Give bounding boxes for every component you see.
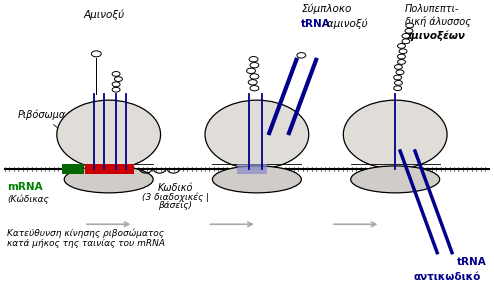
Circle shape bbox=[394, 75, 402, 80]
Circle shape bbox=[247, 68, 255, 74]
Circle shape bbox=[395, 65, 403, 69]
Text: tRNA: tRNA bbox=[457, 257, 487, 267]
Circle shape bbox=[406, 23, 413, 28]
Text: Ριβόσωμα: Ριβόσωμα bbox=[17, 110, 66, 131]
Circle shape bbox=[396, 70, 404, 75]
Text: Σύμπλοκο: Σύμπλοκο bbox=[301, 4, 352, 14]
Text: mRNA: mRNA bbox=[7, 182, 43, 192]
Ellipse shape bbox=[64, 166, 153, 193]
Circle shape bbox=[399, 49, 407, 54]
Ellipse shape bbox=[351, 166, 440, 193]
Circle shape bbox=[394, 86, 402, 91]
Ellipse shape bbox=[212, 166, 301, 193]
Text: αντικωδικό: αντικωδικό bbox=[413, 271, 481, 282]
Circle shape bbox=[402, 33, 410, 38]
Text: κατά μήκος της ταινίας του mRNA: κατά μήκος της ταινίας του mRNA bbox=[7, 239, 165, 248]
Circle shape bbox=[250, 74, 259, 79]
Text: tRNA: tRNA bbox=[301, 19, 331, 29]
Text: Αμινοξύ: Αμινοξύ bbox=[83, 10, 124, 20]
Circle shape bbox=[250, 86, 259, 91]
Text: Κατεύθυνση κίνησης ριβοσώματος: Κατεύθυνση κίνησης ριβοσώματος bbox=[7, 229, 165, 238]
Ellipse shape bbox=[343, 100, 447, 169]
Text: Πολυπεπτι-: Πολυπεπτι- bbox=[405, 4, 459, 14]
Text: (Κώδικας: (Κώδικας bbox=[7, 194, 49, 204]
Bar bbox=[62, 164, 84, 174]
Text: αμινοξέων: αμινοξέων bbox=[405, 30, 466, 41]
Text: Κωδικό: Κωδικό bbox=[158, 183, 193, 193]
Circle shape bbox=[112, 82, 120, 87]
Circle shape bbox=[250, 62, 259, 68]
Circle shape bbox=[248, 80, 257, 85]
Ellipse shape bbox=[205, 100, 309, 169]
Bar bbox=[85, 164, 134, 174]
Circle shape bbox=[395, 80, 403, 85]
Ellipse shape bbox=[57, 100, 161, 169]
Text: (3 διαδοχικές |: (3 διαδοχικές | bbox=[142, 193, 209, 202]
Circle shape bbox=[112, 87, 120, 92]
Text: βάσεις): βάσεις) bbox=[159, 202, 192, 210]
Circle shape bbox=[398, 44, 406, 48]
Circle shape bbox=[115, 77, 123, 82]
Bar bbox=[237, 164, 267, 174]
Circle shape bbox=[398, 60, 406, 64]
Circle shape bbox=[91, 51, 101, 57]
Circle shape bbox=[112, 71, 120, 76]
Circle shape bbox=[402, 39, 410, 44]
Text: rRNA: rRNA bbox=[79, 182, 109, 192]
Circle shape bbox=[297, 53, 306, 58]
Circle shape bbox=[249, 57, 258, 62]
Circle shape bbox=[405, 28, 413, 33]
Circle shape bbox=[398, 54, 406, 59]
Text: -αμινοξύ: -αμινοξύ bbox=[324, 19, 368, 29]
Text: δική άλυσσος: δική άλυσσος bbox=[405, 16, 471, 28]
